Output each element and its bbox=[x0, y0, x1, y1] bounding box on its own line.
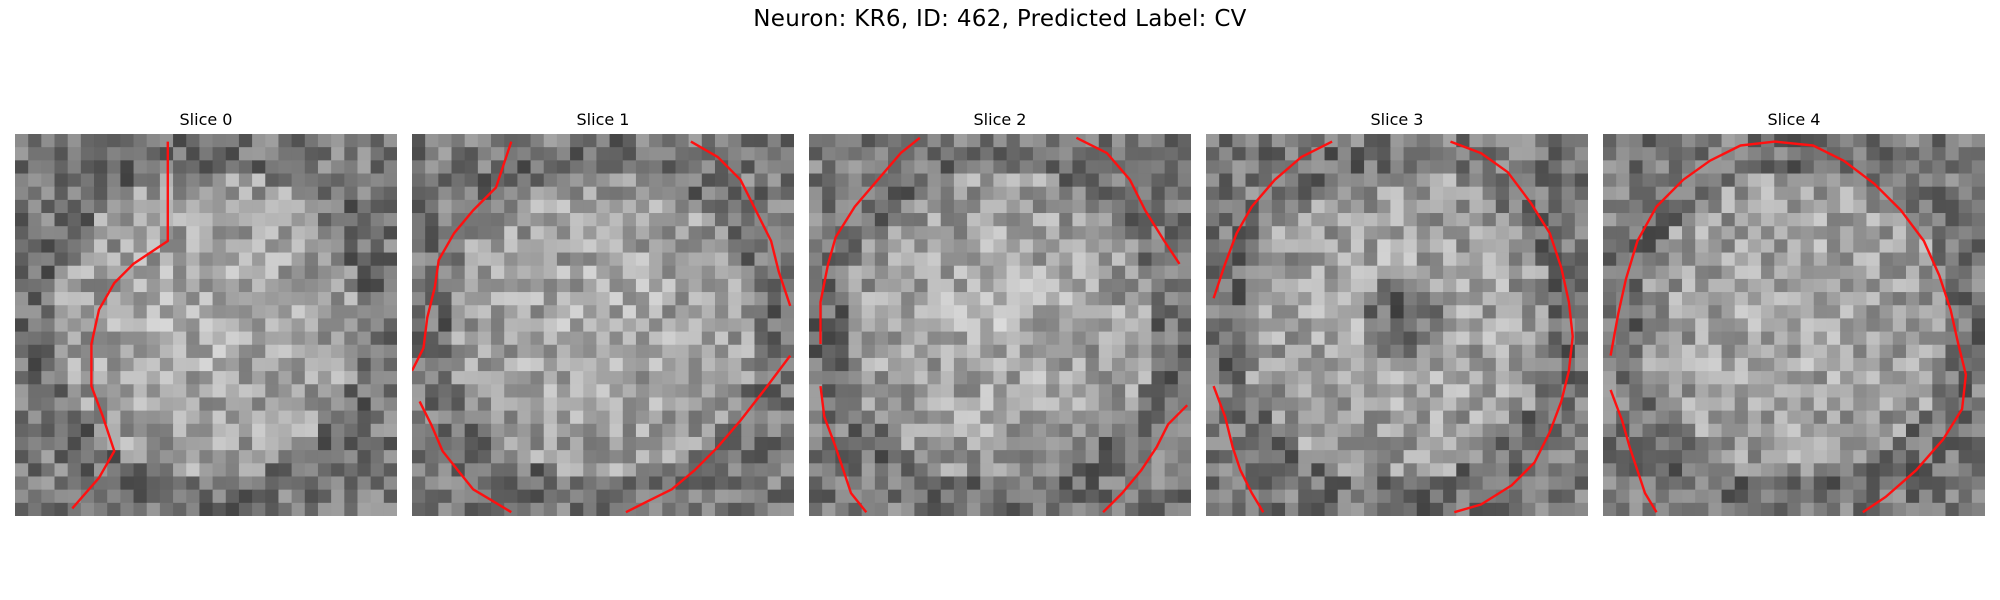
pixel-grid bbox=[1603, 134, 1985, 516]
contour-line bbox=[690, 140, 792, 307]
contour-line bbox=[1609, 140, 1968, 514]
slice-panel-4: Slice 4 bbox=[1603, 108, 1985, 516]
contour-line bbox=[819, 385, 868, 513]
contour-line bbox=[625, 354, 792, 514]
pixel-grid bbox=[412, 134, 794, 516]
slice-panel-1: Slice 1 bbox=[412, 108, 794, 516]
slice-image-4 bbox=[1603, 134, 1985, 516]
slice-title-3: Slice 3 bbox=[1370, 110, 1424, 129]
contour-line bbox=[1075, 136, 1181, 265]
contour-line bbox=[1450, 140, 1574, 514]
slice-title-1: Slice 1 bbox=[576, 110, 630, 129]
figure-title: Neuron: KR6, ID: 462, Predicted Label: C… bbox=[753, 6, 1247, 32]
contour-line bbox=[412, 141, 513, 372]
contour-line bbox=[71, 141, 170, 510]
contour-line bbox=[1212, 140, 1333, 299]
pixel-grid bbox=[1206, 134, 1588, 516]
pixel-grid bbox=[15, 134, 397, 516]
slice-image-3 bbox=[1206, 134, 1588, 516]
contour-line bbox=[1212, 385, 1265, 513]
slice-image-1 bbox=[412, 134, 794, 516]
contour-line bbox=[418, 400, 512, 514]
slice-panel-0: Slice 0 bbox=[15, 108, 397, 516]
contour-line bbox=[1609, 389, 1658, 513]
slice-panel-2: Slice 2 bbox=[809, 108, 1191, 516]
contour-line bbox=[1102, 404, 1189, 514]
slice-image-0 bbox=[15, 134, 397, 516]
slice-title-0: Slice 0 bbox=[179, 110, 233, 129]
contour-line bbox=[819, 136, 921, 345]
slice-title-2: Slice 2 bbox=[973, 110, 1027, 129]
slice-panel-3: Slice 3 bbox=[1206, 108, 1588, 516]
slice-title-4: Slice 4 bbox=[1767, 110, 1821, 129]
pixel-grid bbox=[809, 134, 1191, 516]
slice-image-2 bbox=[809, 134, 1191, 516]
